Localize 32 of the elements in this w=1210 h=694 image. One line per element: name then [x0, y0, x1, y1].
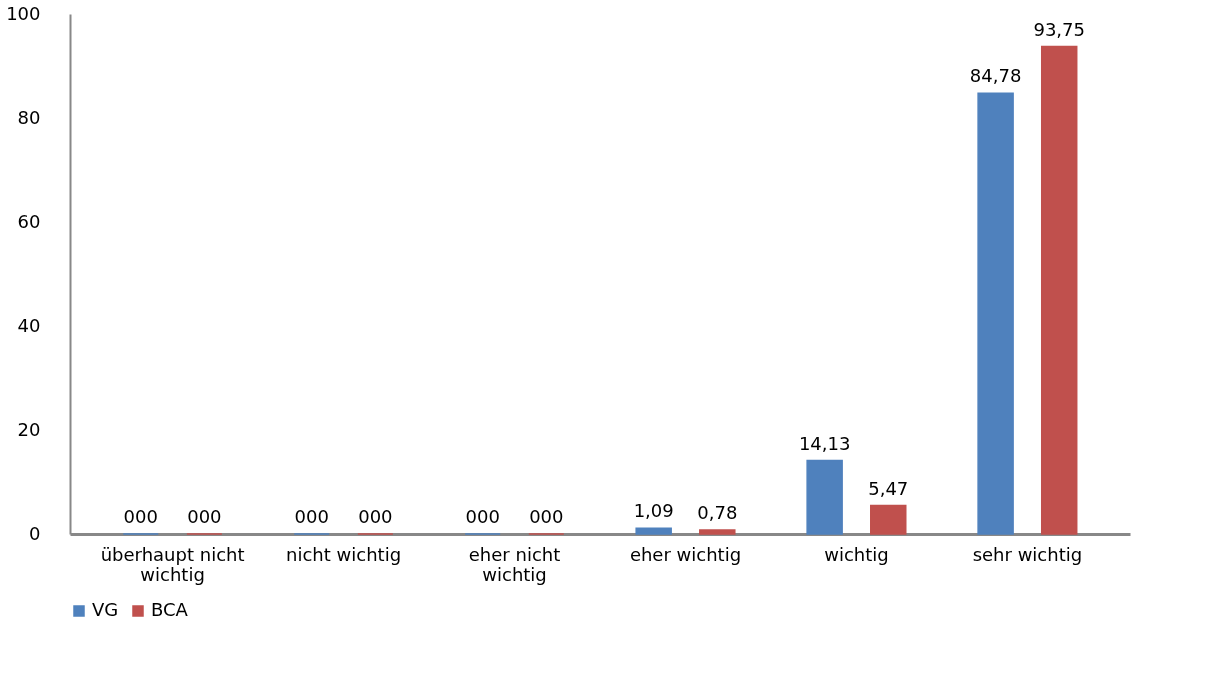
- data-label: 000: [294, 506, 329, 527]
- x-tick-label: sehr wichtig: [972, 543, 1083, 565]
- x-tick-label: wichtig: [824, 543, 889, 565]
- bar: [635, 527, 672, 535]
- y-tick-label: 60: [17, 210, 41, 232]
- data-label: 14,13: [798, 432, 851, 454]
- bar: [806, 459, 843, 535]
- data-label: 84,78: [969, 65, 1022, 87]
- data-label: 1,09: [633, 500, 674, 522]
- y-tick-label: 20: [17, 418, 41, 440]
- data-label: 000: [465, 506, 500, 527]
- x-tick-label: eher nicht wichtig: [468, 543, 561, 585]
- data-label: 000: [358, 506, 393, 527]
- data-label: 5,47: [868, 477, 909, 499]
- bar: [699, 529, 736, 535]
- bar: [870, 504, 907, 535]
- data-label: 93,75: [1033, 18, 1085, 40]
- data-label: 000: [187, 506, 222, 527]
- x-tick-label: nicht wichtig: [286, 543, 402, 565]
- bar: [977, 92, 1014, 535]
- data-label: 000: [529, 506, 564, 527]
- data-label: 0,78: [697, 501, 738, 523]
- data-label: 000: [123, 506, 158, 527]
- x-tick-label: überhaupt nicht wichtig: [100, 543, 245, 585]
- y-tick-label: 0: [29, 522, 41, 544]
- y-tick-label: 40: [17, 314, 41, 336]
- bar: [1040, 45, 1078, 535]
- x-tick-label: eher wichtig: [629, 543, 742, 565]
- legend-label: VG: [92, 599, 119, 620]
- y-tick-label: 80: [17, 106, 41, 128]
- legend-label: BCA: [151, 599, 189, 620]
- y-tick-label: 100: [6, 2, 41, 24]
